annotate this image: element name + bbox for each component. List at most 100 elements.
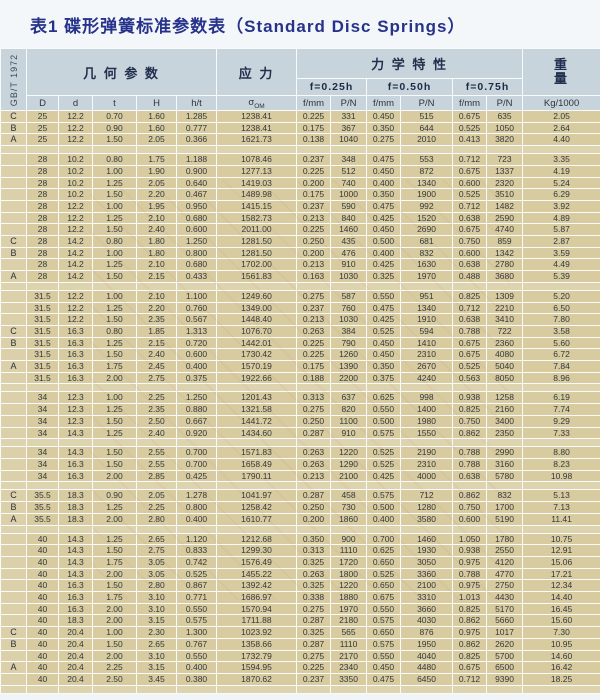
table-row: 40 20.4 2.50 3.45 0.380 1870.62 0.237 3350 0.475… (0, 672, 600, 686)
table-cell: 0.275 (296, 649, 332, 663)
table-cell: 3820 (486, 133, 524, 147)
table-cell: 384 (330, 324, 368, 338)
table-row: 34 16.3 1.50 2.55 0.700 1658.49 0.263 1290 0.525… (0, 457, 600, 471)
separator-cell (136, 281, 177, 291)
row-label (0, 544, 27, 557)
table-cell: 17.21 (522, 567, 600, 581)
table-cell: 0.675 (452, 110, 488, 123)
table-cell: 1.75 (92, 591, 137, 604)
table-cell: 1078.46 (216, 153, 298, 166)
table-cell: 8.80 (522, 446, 600, 459)
separator-cell (0, 684, 27, 694)
table-cell: 1621.73 (216, 133, 298, 147)
table-cell: 0.625 (366, 391, 402, 405)
table-cell: 2.25 (92, 661, 137, 674)
table-cell: 348 (330, 153, 368, 166)
row-label (0, 403, 27, 416)
table-cell: 16.3 (58, 371, 93, 385)
header-f050: f=0.50h (366, 78, 454, 96)
table-cell: 859 (486, 235, 524, 248)
table-cell: 1.50 (92, 313, 137, 326)
table-cell: 2.20 (136, 301, 177, 315)
table-cell: 0.833 (175, 544, 218, 557)
table-cell: 2.55 (136, 446, 177, 459)
table-cell: 0.175 (296, 121, 332, 135)
table-cell: 1392.42 (216, 579, 298, 593)
separator-cell (58, 145, 93, 155)
separator-cell (452, 383, 488, 393)
header-mechanical: 力 学 特 性 (296, 48, 524, 79)
table-cell: 1290 (330, 457, 368, 471)
table-cell: 1630 (400, 258, 454, 272)
table-cell: 1.60 (136, 110, 177, 123)
row-label (0, 567, 27, 581)
separator-cell (486, 438, 524, 448)
table-cell: 0.600 (452, 246, 488, 260)
table-cell: 40 (26, 532, 59, 546)
table-cell: 1.250 (175, 235, 218, 248)
row-label (0, 289, 27, 303)
table-cell: 0.213 (296, 258, 332, 272)
table-cell: 10.98 (522, 469, 600, 483)
table-cell: 1220 (330, 579, 368, 593)
table-cell: 723 (486, 153, 524, 166)
table-cell: 0.777 (175, 121, 218, 135)
table-row: 28 12.2 1.25 2.10 0.680 1582.73 0.213 840 0.425 1… (0, 211, 600, 225)
table-cell: 0.325 (366, 270, 402, 283)
table-cell: 2620 (486, 637, 524, 651)
table-row: 40 18.3 2.00 3.15 0.575 1711.88 0.287 2180 0.575… (0, 614, 600, 628)
table-cell: 1441.72 (216, 414, 298, 428)
table-cell: 1030 (330, 270, 368, 283)
table-cell: 2.65 (136, 532, 177, 546)
col-f075-p: P/N (486, 95, 524, 111)
table-cell: 28 (26, 223, 59, 237)
table-cell: 0.366 (175, 133, 218, 147)
table-cell: 12.2 (58, 211, 93, 225)
table-cell: 1970 (400, 270, 454, 283)
table-cell: 5.39 (522, 270, 600, 283)
table-cell: 12.2 (58, 301, 93, 315)
table-cell: 0.862 (452, 614, 488, 628)
table-cell: 15.60 (522, 614, 600, 628)
table-cell: 2100 (400, 579, 454, 593)
table-cell: 1.00 (92, 391, 137, 405)
table-row: 40 14.3 1.25 2.65 1.120 1212.68 0.350 900 0.700 1… (0, 532, 600, 546)
table-cell: 31.5 (26, 313, 59, 326)
table-cell: 1732.79 (216, 649, 298, 663)
table-cell: 2100 (330, 469, 368, 483)
table-body: C 25 12.2 0.70 1.60 1.285 1238.41 0.225 331 0.450… (0, 110, 600, 694)
table-cell: 2750 (486, 579, 524, 593)
col-h-over-t: h/t (175, 95, 218, 111)
separator-cell (366, 281, 402, 291)
table-cell: 1.50 (92, 188, 137, 201)
table-row: 28 14.2 1.25 2.10 0.680 1702.00 0.213 910 0.425 1… (0, 258, 600, 272)
table-cell: 0.525 (366, 324, 402, 338)
table-cell: 1.90 (136, 164, 177, 178)
table-cell: 1.300 (175, 626, 218, 639)
table-cell: 31.5 (26, 348, 59, 362)
table-cell: 1110 (330, 544, 368, 557)
separator-cell (216, 438, 298, 448)
separator-cell (26, 684, 59, 694)
separator-cell (216, 524, 298, 534)
table-cell: 2.00 (92, 371, 137, 385)
table-cell: 0.760 (175, 301, 218, 315)
table-cell: 637 (330, 391, 368, 405)
row-label (0, 258, 27, 272)
table-cell: 1299.30 (216, 544, 298, 557)
table-cell: 594 (400, 324, 454, 338)
row-label (0, 164, 27, 178)
table-cell: 0.767 (175, 637, 218, 651)
table-cell: 1238.41 (216, 121, 298, 135)
separator-cell (136, 481, 177, 491)
table-cell: 1419.03 (216, 176, 298, 190)
table-cell: 12.2 (58, 199, 93, 213)
table-cell: 2.55 (136, 457, 177, 471)
table-cell: 5780 (486, 469, 524, 483)
table-cell: 1860 (330, 512, 368, 526)
table-cell: 0.475 (366, 199, 402, 213)
table-cell: 1281.50 (216, 246, 298, 260)
table-cell: 0.225 (296, 164, 332, 178)
table-cell: 512 (330, 164, 368, 178)
separator-cell (58, 524, 93, 534)
